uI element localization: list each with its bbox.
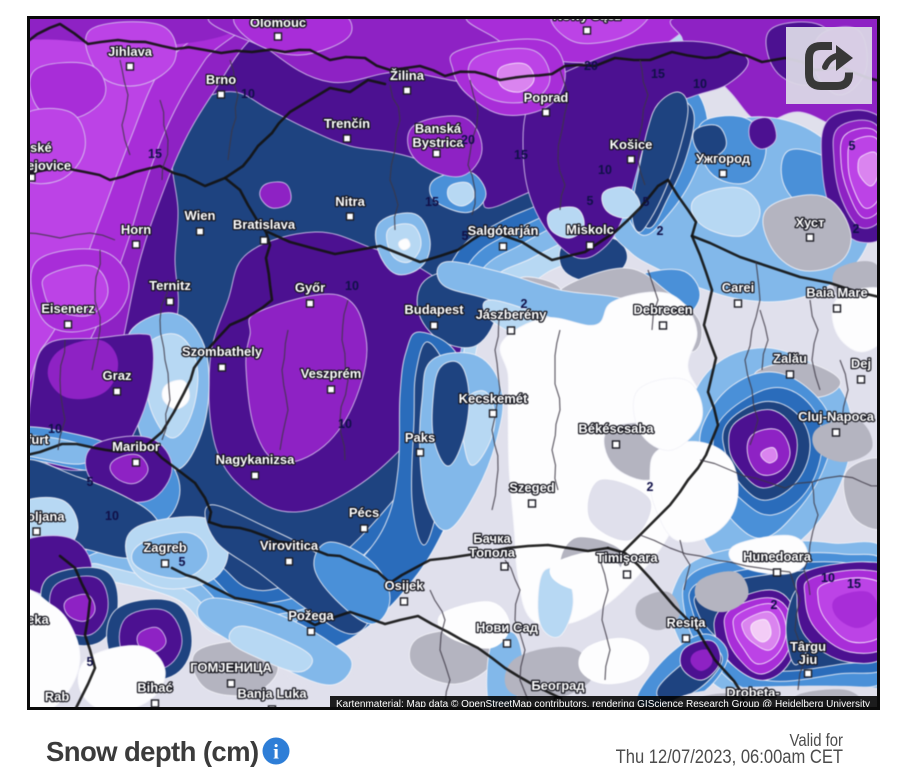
svg-text:Nagykanizsa: Nagykanizsa: [216, 452, 296, 467]
svg-text:Eisenerz: Eisenerz: [41, 301, 95, 316]
svg-text:Нови Сад: Нови Сад: [476, 620, 539, 635]
svg-text:i: i: [273, 740, 279, 764]
svg-text:Nitra: Nitra: [335, 194, 365, 209]
svg-text:Zagreb: Zagreb: [143, 540, 186, 555]
svg-text:15: 15: [514, 148, 528, 162]
svg-text:Snow depth (cm): Snow depth (cm): [46, 736, 259, 767]
svg-text:Košice: Košice: [610, 137, 653, 152]
svg-text:Kartenmaterial: Map data © Ope: Kartenmaterial: Map data © OpenStreetMap…: [336, 699, 870, 710]
svg-text:Banská: Banská: [415, 121, 462, 136]
svg-text:Thu 12/07/2023, 06:00am CET: Thu 12/07/2023, 06:00am CET: [616, 746, 843, 768]
svg-text:Ternitz: Ternitz: [149, 278, 191, 293]
svg-text:Baia Mare: Baia Mare: [806, 285, 867, 300]
svg-text:Graz: Graz: [103, 368, 132, 383]
svg-text:Paks: Paks: [405, 430, 435, 445]
svg-text:2: 2: [521, 297, 528, 311]
svg-text:10: 10: [345, 279, 359, 293]
svg-text:Târgu: Târgu: [790, 639, 826, 654]
svg-text:Valid for: Valid for: [790, 731, 844, 750]
svg-text:Veszprém: Veszprém: [301, 366, 362, 381]
svg-text:Szombathely: Szombathely: [182, 344, 263, 359]
svg-text:Београд: Београд: [531, 678, 585, 693]
svg-text:Timişoara: Timişoara: [596, 550, 658, 565]
svg-text:Zalău: Zalău: [773, 351, 807, 366]
svg-text:10: 10: [48, 422, 62, 436]
svg-text:10: 10: [598, 163, 612, 177]
svg-text:2: 2: [771, 598, 778, 612]
svg-text:Salgótarján: Salgótarján: [468, 223, 539, 238]
svg-text:Jászberény: Jászberény: [476, 307, 548, 322]
svg-text:Hunedoara: Hunedoara: [743, 549, 812, 564]
svg-text:2: 2: [647, 480, 654, 494]
svg-text:Debrecen: Debrecen: [633, 302, 692, 317]
svg-text:Olomouc: Olomouc: [250, 15, 306, 30]
svg-text:Топола: Топола: [469, 545, 516, 560]
svg-text:Budapest: Budapest: [404, 302, 464, 317]
svg-text:5: 5: [849, 139, 856, 153]
svg-text:5: 5: [87, 475, 94, 489]
svg-text:5: 5: [587, 194, 594, 208]
svg-text:Kecskemét: Kecskemét: [459, 391, 528, 406]
svg-text:20: 20: [584, 59, 598, 73]
svg-text:Rab: Rab: [45, 689, 70, 704]
svg-text:eka: eka: [27, 612, 49, 627]
svg-text:15: 15: [651, 67, 665, 81]
svg-text:ské: ské: [30, 140, 52, 155]
svg-text:Trenčín: Trenčín: [324, 116, 370, 131]
svg-text:Maribor: Maribor: [112, 439, 160, 454]
svg-text:Győr: Győr: [295, 280, 325, 295]
svg-text:Jihlava: Jihlava: [108, 44, 153, 59]
svg-text:2: 2: [853, 222, 860, 236]
svg-text:Bratislava: Bratislava: [233, 217, 296, 232]
svg-text:5: 5: [643, 195, 650, 209]
svg-text:Dej: Dej: [851, 356, 871, 371]
svg-text:5: 5: [462, 229, 469, 243]
svg-text:Wien: Wien: [185, 208, 216, 223]
svg-text:10: 10: [693, 77, 707, 91]
svg-text:10: 10: [338, 417, 352, 431]
svg-text:10: 10: [821, 571, 835, 585]
svg-text:10: 10: [105, 509, 119, 523]
svg-text:Bystrica: Bystrica: [412, 135, 464, 150]
svg-text:Nowy Sącz: Nowy Sącz: [553, 8, 621, 23]
svg-text:Bihać: Bihać: [137, 680, 172, 695]
svg-text:10: 10: [241, 87, 255, 101]
svg-text:15: 15: [847, 577, 861, 591]
svg-text:Szeged: Szeged: [509, 480, 555, 495]
svg-text:Resiţa: Resiţa: [666, 615, 706, 630]
svg-text:Virovitica: Virovitica: [260, 538, 319, 553]
svg-text:15: 15: [148, 147, 162, 161]
svg-text:Jiu: Jiu: [799, 652, 818, 667]
svg-text:ejovice: ejovice: [27, 158, 71, 173]
svg-text:Požega: Požega: [288, 608, 334, 623]
svg-text:Brno: Brno: [206, 72, 236, 87]
svg-text:20: 20: [461, 133, 475, 147]
svg-text:Carei: Carei: [722, 280, 755, 295]
svg-text:2: 2: [657, 224, 664, 238]
svg-text:5: 5: [87, 655, 94, 669]
svg-text:Ужгород: Ужгород: [696, 151, 751, 166]
svg-text:oljana: oljana: [27, 509, 65, 524]
svg-text:Békéscsaba: Békéscsaba: [578, 421, 654, 436]
svg-text:Žilina: Žilina: [390, 68, 425, 83]
svg-text:furt: furt: [27, 432, 49, 447]
svg-text:15: 15: [425, 195, 439, 209]
svg-text:Бачка: Бачка: [473, 531, 511, 546]
svg-text:Miskolc: Miskolc: [566, 222, 614, 237]
svg-text:Хуст: Хуст: [795, 215, 824, 230]
svg-text:Horn: Horn: [121, 222, 151, 237]
svg-text:Osijek: Osijek: [384, 578, 424, 593]
svg-text:5: 5: [179, 555, 186, 569]
svg-text:Poprad: Poprad: [524, 90, 569, 105]
svg-text:Banja Luka: Banja Luka: [237, 686, 307, 701]
svg-text:Cluj-Napoca: Cluj-Napoca: [798, 409, 875, 424]
svg-text:Pécs: Pécs: [349, 505, 379, 520]
svg-text:ГОМЈЕНИЦА: ГОМЈЕНИЦА: [190, 660, 272, 675]
